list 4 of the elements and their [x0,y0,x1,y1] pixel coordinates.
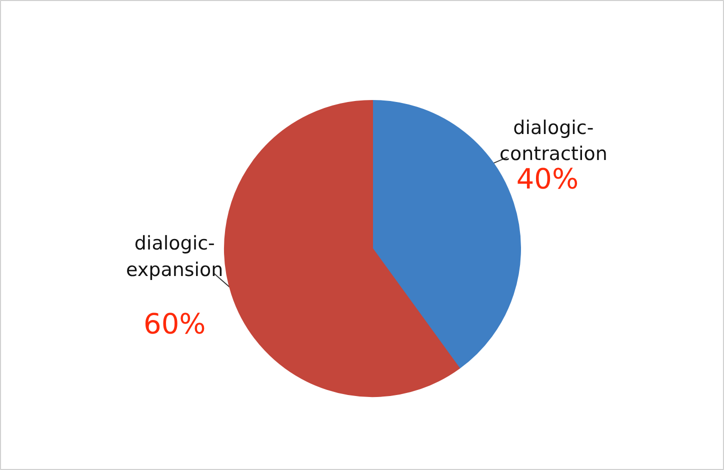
slice-label: dialogic-expansion [126,232,224,282]
slice-label: dialogic-contraction [500,116,608,166]
data-label: 40% [516,162,579,196]
data-label: 60% [144,308,206,341]
